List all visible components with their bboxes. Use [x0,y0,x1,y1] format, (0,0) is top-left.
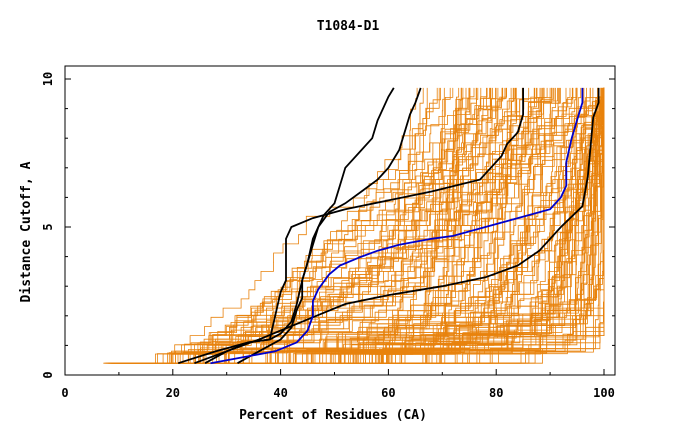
background-series-line [116,87,442,364]
background-series-line [146,87,491,364]
background-series-line [127,87,506,364]
background-series-line [120,87,507,364]
background-series-line [114,87,530,364]
background-series-line [164,87,464,364]
y-tick-label: 0 [41,371,55,378]
background-series-line [211,87,548,364]
background-series-line [123,87,479,364]
highlight-series-black [204,87,524,364]
x-axis-label: Percent of Residues (CA) [239,408,427,423]
background-series-line [111,87,508,364]
background-series-line [247,87,605,364]
background-series-line [198,87,605,364]
highlight-series-black [194,87,600,365]
background-series-line [161,87,535,364]
background-series-line [136,87,424,364]
x-tick-label: 40 [273,386,287,400]
background-series-line [108,87,545,364]
plot-frame [64,65,616,376]
background-series-line [135,87,604,364]
background-series-line [216,87,605,364]
background-series-line [165,87,451,364]
background-series-line [147,87,554,364]
y-tick-label: 5 [41,223,55,230]
background-series-group [103,87,605,364]
background-series-line [148,87,602,364]
background-series-line [117,87,551,364]
background-series-line [121,87,454,364]
background-series-line [222,87,582,364]
background-series-line [210,87,605,364]
highlight-series-group [177,87,600,365]
background-series-line [181,87,504,364]
highlight-series-black [237,87,395,364]
x-tick-label: 80 [489,386,503,400]
x-tick-label: 60 [381,386,395,400]
chart-title: T1084-D1 [317,19,380,34]
background-series-line [178,87,585,364]
background-series-line [165,87,523,364]
background-series-line [228,87,605,364]
background-series-line [209,87,567,364]
y-axis-label: Distance Cutoff, A [19,161,34,302]
x-tick-label: 100 [593,386,615,400]
background-series-line [222,87,605,364]
background-series-line [111,87,514,364]
tick-group: 0 20 40 60 80 100 0 5 10 [41,72,615,400]
x-tick-label: 0 [61,386,68,400]
background-series-line [153,87,445,364]
background-series-line [168,87,516,364]
x-tick-label: 20 [166,386,180,400]
background-series-line [155,87,467,364]
background-series-line [263,87,605,364]
background-series-line [136,87,545,364]
y-tick-label: 10 [41,72,55,86]
background-series-line [250,87,605,364]
background-series-line [159,87,428,364]
highlight-series-blue [210,87,584,365]
background-series-line [246,87,605,364]
background-series-line [109,87,440,364]
